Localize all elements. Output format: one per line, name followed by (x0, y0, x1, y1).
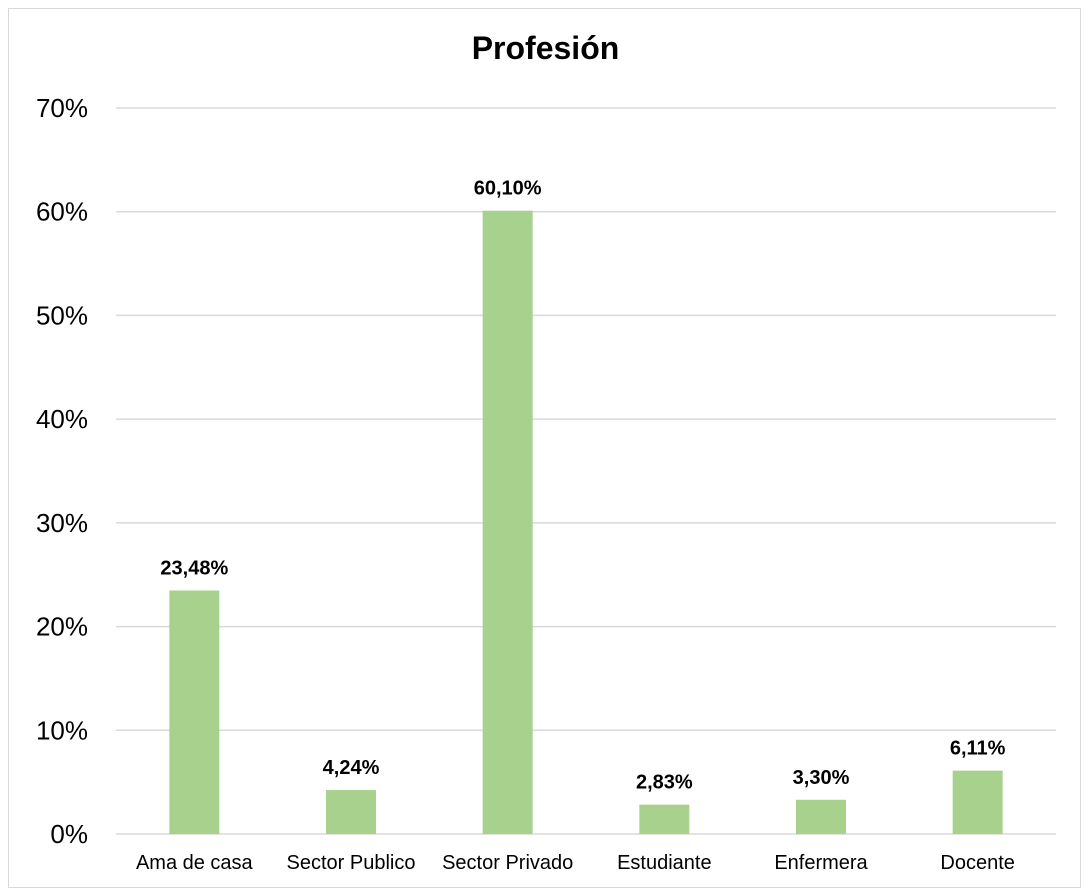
category-label: Enfermera (774, 852, 868, 874)
data-label: 23,48% (160, 557, 228, 579)
bar-ama-de-casa (169, 590, 220, 834)
category-label: Docente (940, 852, 1015, 874)
y-tick-label: 60% (36, 197, 88, 227)
data-label: 3,30% (793, 767, 850, 789)
chart-title: Profesión (471, 30, 620, 66)
y-tick-label: 20% (36, 612, 88, 642)
bars (169, 210, 1003, 835)
bar-docente (952, 770, 1003, 834)
y-tick-label: 40% (36, 404, 88, 434)
y-axis-tick-labels: 0% 10% 20% 30% 40% 50% 60% 70% (36, 93, 88, 849)
data-labels: 23,48% 4,24% 60,10% 2,83% 3,30% 6,11% (160, 178, 1005, 794)
y-tick-label: 30% (36, 508, 88, 538)
y-tick-label: 0% (50, 819, 88, 849)
y-tick-label: 50% (36, 300, 88, 330)
bar-sector-publico (326, 790, 376, 834)
category-label: Estudiante (617, 852, 712, 874)
y-tick-label: 10% (36, 715, 88, 745)
bar-enfermera (796, 799, 846, 834)
bar-sector-privado (482, 210, 533, 835)
data-label: 60,10% (474, 178, 542, 200)
data-label: 4,24% (323, 757, 380, 779)
x-axis-category-labels: Ama de casa Sector Publico Sector Privado E… (136, 852, 1015, 874)
category-label: Ama de casa (136, 852, 254, 874)
data-label: 6,11% (950, 738, 1006, 760)
y-tick-label: 70% (36, 93, 88, 123)
bar-estudiante (639, 804, 690, 834)
category-label: Sector Publico (287, 852, 416, 874)
category-label: Sector Privado (442, 852, 573, 874)
data-label: 2,83% (636, 772, 693, 794)
gridlines (116, 107, 1056, 835)
